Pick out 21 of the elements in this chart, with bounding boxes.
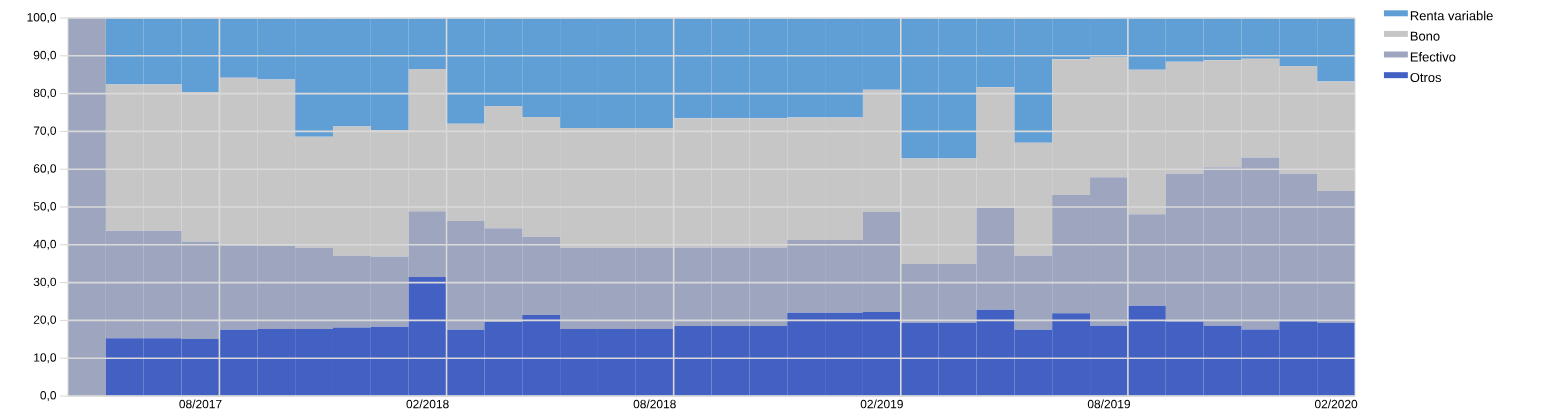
- legend-label: Bono: [1410, 31, 1440, 41]
- x-tick-label: 02/2019: [860, 399, 903, 409]
- y-tick-label: 0,0: [40, 391, 57, 401]
- legend-label: Efectivo: [1410, 52, 1456, 62]
- y-tick-label: 40,0: [33, 239, 57, 250]
- y-tick-label: 90,0: [33, 50, 57, 61]
- x-tick-label: 02/2018: [406, 399, 449, 409]
- y-tick-label: 10,0: [34, 353, 57, 364]
- x-tick-label: 08/2019: [1087, 399, 1130, 409]
- y-tick-label: 100,0: [27, 13, 57, 23]
- x-tick-label: 02/2020: [1314, 399, 1358, 409]
- legend-label: Renta variable: [1410, 10, 1493, 21]
- y-tick-label: 30,0: [33, 277, 57, 288]
- y-tick-label: 50,0: [33, 202, 57, 212]
- y-tick-label: 60,0: [33, 164, 57, 175]
- x-tick-label: 08/2018: [633, 399, 676, 409]
- x-tick-label: 08/2017: [179, 399, 222, 409]
- y-tick-label: 80,0: [33, 88, 57, 99]
- y-tick-label: 70,0: [33, 126, 57, 137]
- legend-label: Otros: [1410, 72, 1442, 83]
- y-tick-label: 20,0: [33, 315, 57, 326]
